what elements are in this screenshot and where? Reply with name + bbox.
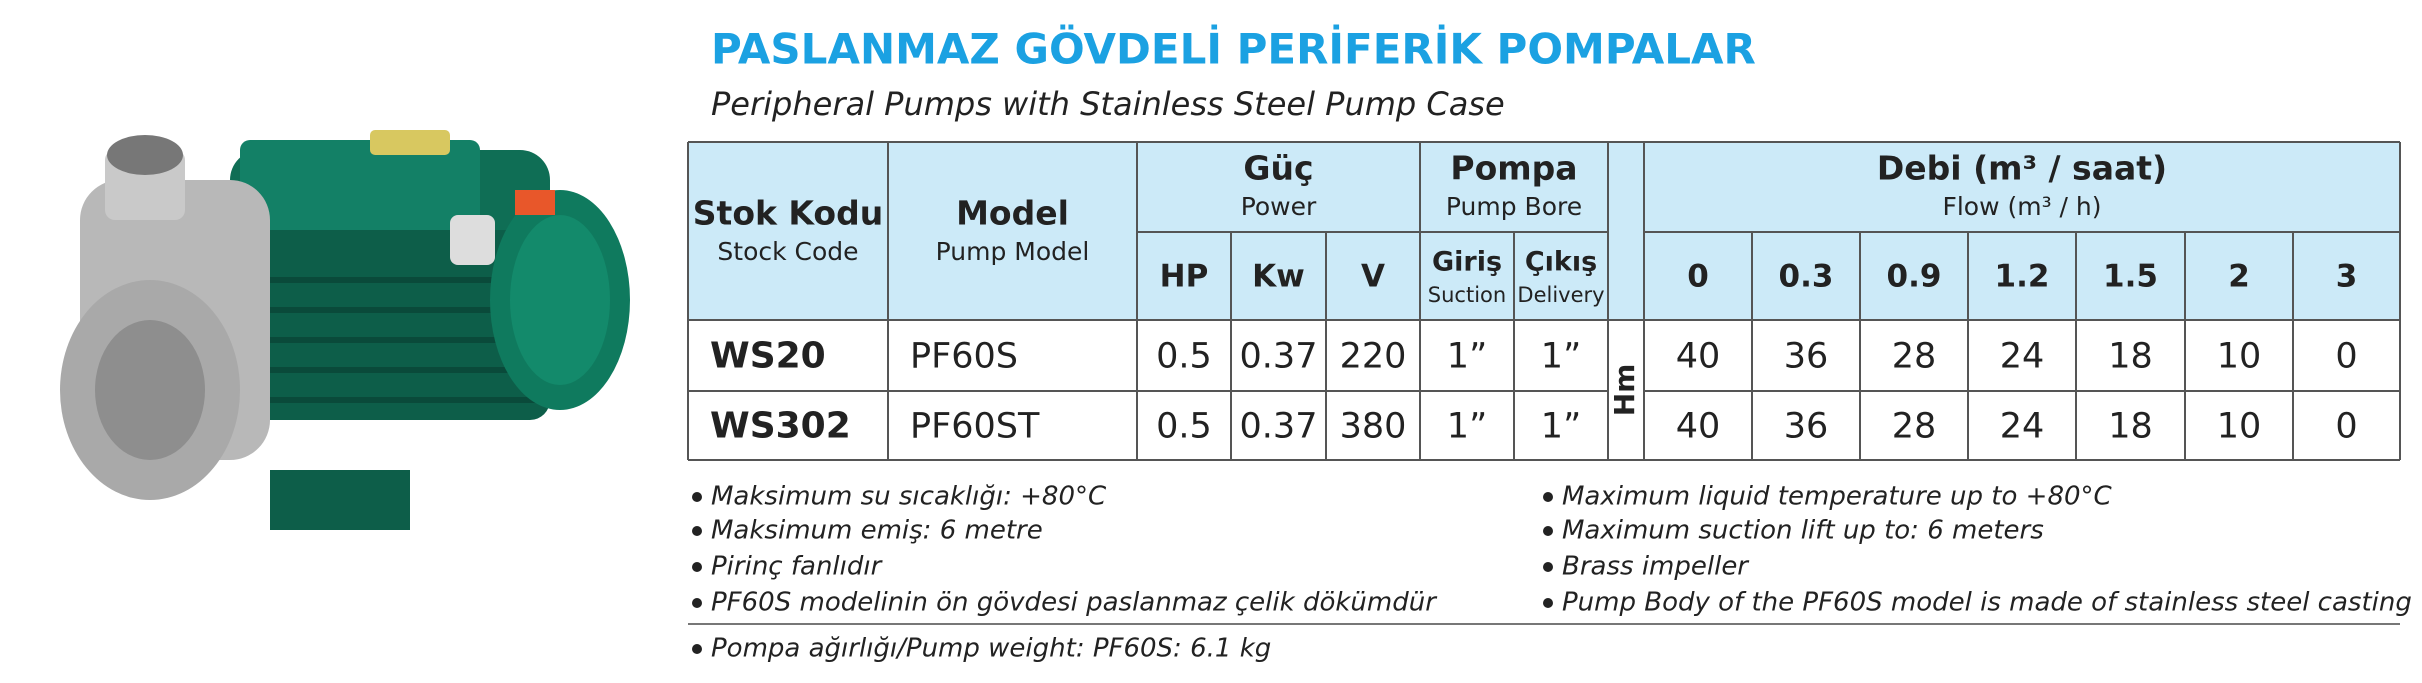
bullet [692, 598, 702, 608]
flow-header: 2 [2228, 259, 2250, 295]
cell: 10 [2217, 407, 2262, 447]
cell: 220 [1340, 337, 1407, 377]
sub-header: HP [1160, 259, 1209, 295]
flow-header: 1.2 [1995, 259, 2050, 295]
note: Maximum suction lift up to: 6 meters [1562, 516, 2044, 546]
header-tr: Model [956, 194, 1069, 233]
cell: WS20 [710, 336, 826, 377]
note: Maksimum su sıcaklığı: +80°C [711, 482, 1107, 512]
cell: 0.37 [1240, 337, 1318, 377]
cell: 0 [2335, 407, 2357, 447]
sub-header-en: Suction [1428, 283, 1506, 307]
header-en: Pump Model [936, 237, 1090, 266]
header-tr: Stok Kodu [693, 194, 883, 233]
header-tr: Güç [1243, 149, 1313, 188]
note: Maksimum emiş: 6 metre [711, 516, 1043, 546]
cell: 40 [1676, 407, 1721, 447]
flow-header: 0.9 [1887, 259, 1942, 295]
cell: 18 [2108, 407, 2153, 447]
cell: 36 [1784, 407, 1829, 447]
cell: 24 [2000, 337, 2045, 377]
header-en: Stock Code [717, 237, 858, 266]
cell: 40 [1676, 337, 1721, 377]
header-en: Power [1241, 192, 1317, 221]
pump-image [60, 130, 630, 530]
sub-header: Çıkış [1525, 247, 1597, 278]
cell: 24 [2000, 407, 2045, 447]
cell: WS302 [710, 406, 851, 447]
header-en: Pump Bore [1446, 192, 1582, 221]
flow-header: 0.3 [1779, 259, 1834, 295]
sub-header: Kw [1252, 259, 1305, 295]
cell: 1” [1447, 407, 1487, 447]
cell: 10 [2217, 337, 2262, 377]
cell: 28 [1892, 407, 1937, 447]
cell: 0.37 [1240, 407, 1318, 447]
flow-header: 0 [1687, 259, 1709, 295]
cell: 0 [2335, 337, 2357, 377]
cell: 0.5 [1156, 337, 1212, 377]
header-tr: Pompa [1450, 149, 1577, 188]
note: Maximum liquid temperature up to +80°C [1562, 482, 2113, 512]
bullet [692, 492, 702, 502]
head-unit: Hm [1608, 364, 1641, 417]
note: Brass impeller [1562, 552, 1750, 582]
cell: 36 [1784, 337, 1829, 377]
bullet [692, 526, 702, 536]
cell: 28 [1892, 337, 1937, 377]
bullet [692, 644, 702, 654]
cell: 0.5 [1156, 407, 1212, 447]
note: Pump Body of the PF60S model is made of … [1562, 588, 2412, 618]
cell: 380 [1340, 407, 1407, 447]
bullet [1543, 492, 1553, 502]
header-tr: Debi (m³ / saat) [1877, 149, 2167, 188]
sub-header-en: Delivery [1517, 283, 1604, 307]
cell: 18 [2108, 337, 2153, 377]
note: Pirinç fanlıdır [711, 552, 884, 582]
cell: 1” [1541, 407, 1581, 447]
cell: PF60S [910, 337, 1018, 377]
cell: PF60ST [910, 407, 1040, 447]
bullet [1543, 562, 1553, 572]
cell: 1” [1541, 337, 1581, 377]
note: PF60S modelinin ön gövdesi paslanmaz çel… [711, 588, 1438, 618]
flow-header: 1.5 [2103, 259, 2158, 295]
footnote: Pompa ağırlığı/Pump weight: PF60S: 6.1 k… [711, 634, 1271, 664]
bullet [1543, 526, 1553, 536]
sub-header: Giriş [1432, 247, 1502, 278]
cell: 1” [1447, 337, 1487, 377]
bullet [1543, 598, 1553, 608]
subtitle: Peripheral Pumps with Stainless Steel Pu… [711, 85, 1505, 123]
title: PASLANMAZ GÖVDELİ PERİFERİK POMPALAR [711, 24, 1756, 74]
flow-header: 3 [2336, 259, 2358, 295]
sub-header: V [1361, 259, 1385, 295]
header-en: Flow (m³ / h) [1942, 192, 2101, 221]
bullet [692, 562, 702, 572]
